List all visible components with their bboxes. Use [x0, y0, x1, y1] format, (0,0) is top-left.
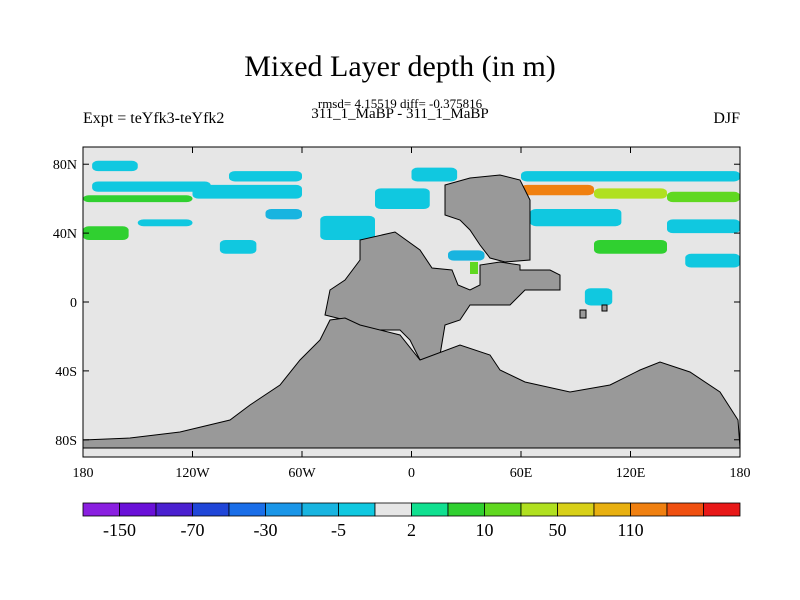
colorbar-label: 110	[617, 520, 643, 540]
colorbar-swatch	[265, 502, 303, 517]
stats-line: rmsd= 4.15519 diff= -0.375816	[317, 96, 483, 111]
land-mass	[82, 317, 741, 449]
land-mass	[324, 231, 561, 361]
y-tick-label: 80N	[53, 158, 77, 173]
anomaly-patch	[137, 219, 193, 227]
colorbar-swatch	[119, 502, 157, 517]
colorbar-swatch	[703, 502, 741, 517]
land-mass	[601, 304, 608, 312]
anomaly-patch	[521, 171, 740, 182]
y-tick-label: 40S	[55, 365, 77, 380]
colorbar-swatch	[630, 502, 668, 517]
colorbar-swatch	[484, 502, 522, 517]
colorbar-label: -70	[181, 520, 205, 540]
anomaly-patch	[521, 184, 594, 196]
colorbar-swatch	[374, 502, 412, 517]
anomaly-patch	[375, 188, 430, 209]
anomaly-patch	[594, 240, 667, 254]
anomaly-patch	[83, 195, 193, 203]
anomaly-patch	[219, 240, 257, 254]
anomaly-patch	[229, 171, 302, 182]
x-tick-label: 60E	[510, 466, 533, 481]
x-tick-label: 180	[730, 466, 751, 481]
anomaly-patch	[448, 250, 485, 261]
x-tick-label: 180	[73, 466, 94, 481]
colorbar-label: -150	[103, 520, 136, 540]
colorbar-swatch	[447, 502, 485, 517]
anomaly-patch	[470, 262, 478, 274]
colorbar-label: -30	[254, 520, 278, 540]
colorbar-swatch	[411, 502, 449, 517]
season-label: DJF	[713, 110, 740, 127]
colorbar-label: 10	[476, 520, 494, 540]
colorbar-swatch	[155, 502, 193, 517]
y-tick-label: 40N	[53, 227, 77, 242]
anomaly-patch	[92, 181, 211, 192]
colorbar-swatch	[557, 502, 595, 517]
x-tick-label: 0	[408, 466, 415, 481]
colorbar-label: -5	[331, 520, 346, 540]
anomaly-patch	[667, 219, 740, 234]
colorbar-swatch	[228, 502, 266, 517]
plot-area	[82, 146, 741, 458]
anomaly-patch	[685, 253, 740, 268]
anomaly-patch	[594, 188, 667, 199]
anomaly-patch	[92, 160, 138, 172]
x-tick-label: 120E	[616, 466, 646, 481]
anomaly-patch	[411, 167, 458, 182]
y-tick-label: 0	[70, 296, 77, 311]
anomaly-patch	[192, 184, 302, 199]
colorbar: -150 -70 -30 -5 2 10 50 110	[82, 502, 741, 540]
colorbar-label: 2	[407, 520, 416, 540]
anomaly-patch	[667, 191, 740, 203]
colorbar-swatch	[338, 502, 376, 517]
y-axis: 80N 40N 0 40S 80S	[53, 158, 740, 449]
colorbar-swatch	[192, 502, 230, 517]
x-tick-label: 60W	[288, 466, 316, 481]
anomaly-patch	[584, 288, 613, 306]
colorbar-swatch	[593, 502, 631, 517]
anomaly-patch	[320, 215, 375, 240]
experiment-label: Expt = teYfk3-teYfk2	[83, 110, 225, 127]
land-mass	[444, 174, 531, 263]
colorbar-label: 50	[549, 520, 567, 540]
anomaly-patch	[83, 226, 129, 240]
colorbar-swatch	[666, 502, 704, 517]
colorbar-swatch	[82, 502, 120, 517]
colorbar-swatch	[301, 502, 339, 517]
land-mass	[579, 309, 587, 319]
anomaly-patch	[530, 209, 622, 227]
x-axis: 180 120W 60W 0 60E 120E 180	[73, 147, 751, 481]
colorbar-swatch	[520, 502, 558, 517]
chart-subtitle: 311_1_MaBP - 311_1_MaBP	[311, 106, 489, 122]
x-tick-label: 120W	[175, 466, 210, 481]
anomaly-patch	[265, 209, 302, 220]
chart-title: Mixed Layer depth (in m)	[244, 50, 556, 83]
y-tick-label: 80S	[55, 434, 77, 449]
